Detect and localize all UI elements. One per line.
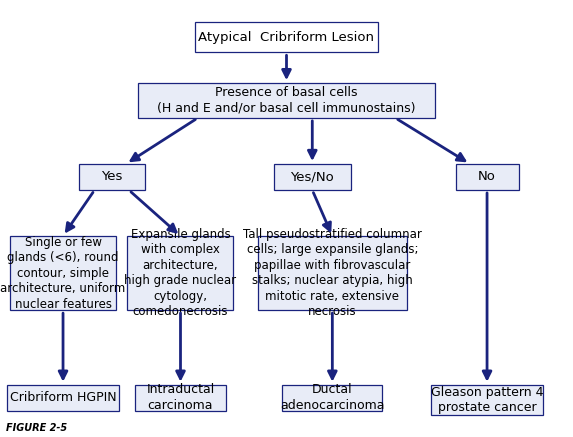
FancyBboxPatch shape bbox=[7, 385, 119, 411]
FancyBboxPatch shape bbox=[127, 236, 234, 310]
FancyBboxPatch shape bbox=[258, 236, 407, 310]
FancyBboxPatch shape bbox=[79, 164, 144, 190]
FancyBboxPatch shape bbox=[195, 22, 378, 52]
Text: Tall pseudostratified columnar
cells; large expansile glands;
papillae with fibr: Tall pseudostratified columnar cells; la… bbox=[243, 228, 422, 319]
FancyBboxPatch shape bbox=[456, 164, 519, 190]
Text: No: No bbox=[478, 170, 496, 184]
FancyBboxPatch shape bbox=[135, 385, 226, 411]
Text: Atypical  Cribriform Lesion: Atypical Cribriform Lesion bbox=[198, 31, 375, 44]
Text: Gleason pattern 4
prostate cancer: Gleason pattern 4 prostate cancer bbox=[431, 385, 543, 414]
Text: Yes/No: Yes/No bbox=[291, 170, 334, 184]
Text: Expansile glands
with complex
architecture,
high grade nuclear
cytology,
comedon: Expansile glands with complex architectu… bbox=[124, 228, 237, 319]
FancyBboxPatch shape bbox=[274, 164, 351, 190]
Text: Intraductal
carcinoma: Intraductal carcinoma bbox=[146, 383, 215, 412]
FancyBboxPatch shape bbox=[282, 385, 383, 411]
FancyBboxPatch shape bbox=[10, 236, 116, 310]
FancyBboxPatch shape bbox=[138, 83, 435, 118]
Text: Presence of basal cells
(H and E and/or basal cell immunostains): Presence of basal cells (H and E and/or … bbox=[157, 86, 416, 115]
FancyBboxPatch shape bbox=[431, 385, 543, 415]
Text: Cribriform HGPIN: Cribriform HGPIN bbox=[10, 391, 116, 404]
Text: FIGURE 2-5: FIGURE 2-5 bbox=[6, 423, 67, 433]
Text: Single or few
glands (<6), round
contour, simple
architecture, uniform
nuclear f: Single or few glands (<6), round contour… bbox=[1, 236, 125, 311]
Text: Ductal
adenocarcinoma: Ductal adenocarcinoma bbox=[280, 383, 384, 412]
Text: Yes: Yes bbox=[101, 170, 123, 184]
